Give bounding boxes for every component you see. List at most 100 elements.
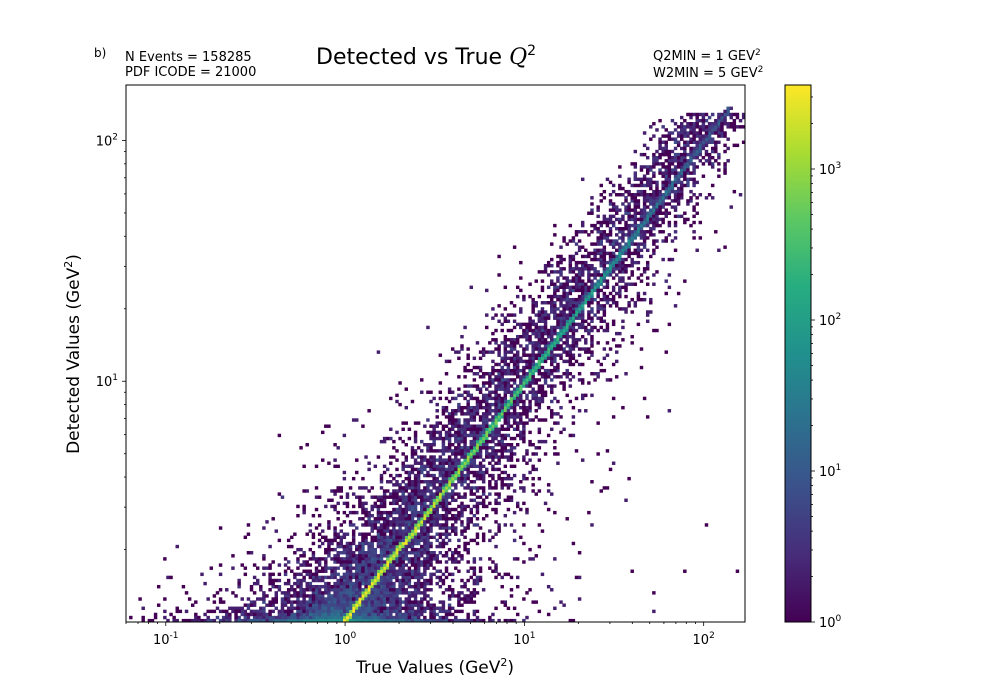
heatmap-cell [469,618,473,622]
heatmap-cell [472,455,477,459]
heatmap-cell [519,486,523,490]
heatmap-cell [519,288,523,293]
heatmap-cell [642,220,647,225]
heatmap-cell [531,476,535,481]
heatmap-cell [692,122,696,126]
heatmap-cell [475,439,480,444]
heatmap-cell [308,612,313,617]
heatmap-cell [441,603,446,607]
heatmap-cell [447,430,452,435]
heatmap-cell [423,510,427,515]
heatmap-cell [280,591,285,595]
heatmap-cell [339,486,344,490]
heatmap-cell [364,501,368,506]
heatmap-cell [429,455,433,459]
heatmap-cell [466,517,470,521]
heatmap-cell [438,575,443,580]
heatmap-cell [478,375,483,379]
heatmap-cell [311,588,316,592]
heatmap-cell [324,563,328,567]
heatmap-cell [426,480,430,484]
heatmap-cell [509,449,514,453]
heatmap-cell [661,140,665,144]
heatmap-cell [621,230,625,234]
heatmap-cell [389,396,393,401]
heatmap-cell [460,501,464,506]
heatmap-cell [633,174,638,178]
heatmap-cell [559,415,563,419]
heatmap-cell [580,381,585,385]
heatmap-cell [534,378,538,382]
heatmap-cell [410,507,415,512]
heatmap-cell [537,446,542,450]
heatmap-cell [577,239,582,243]
heatmap-cell [618,248,622,253]
heatmap-cell [503,344,508,348]
heatmap-cell [447,467,452,472]
heatmap-cell [475,409,480,413]
heatmap-cell [556,260,560,265]
heatmap-cell [348,597,353,601]
heatmap-cell [308,588,313,592]
heatmap-cell [491,473,495,478]
heatmap-cell [311,554,316,558]
heatmap-cell [398,381,402,385]
heatmap-cell [426,486,430,490]
heatmap-cell [652,199,656,203]
heatmap-cell [342,615,347,620]
heatmap-cell [299,584,303,589]
heatmap-cell [540,279,545,283]
heatmap-cell [602,356,607,361]
heatmap-cell [540,372,545,376]
heatmap-cell [491,424,495,428]
heatmap-cell [407,427,412,432]
heatmap-cell [336,464,340,469]
heatmap-cell [237,606,241,611]
heatmap-cell [512,362,517,367]
heatmap-cell [367,578,371,583]
heatmap-cell [330,588,334,592]
heatmap-cell [358,557,362,561]
heatmap-cell [404,578,408,583]
heatmap-cell [407,551,412,555]
heatmap-cell [522,359,526,364]
heatmap-cell [485,433,489,438]
heatmap-cell [497,405,501,410]
heatmap-cell [389,594,393,598]
heatmap-cell [457,436,461,441]
heatmap-cell [351,581,356,586]
heatmap-cell [438,551,443,555]
heatmap-cell [543,267,548,271]
heatmap-cell [382,594,387,598]
heatmap-cell [611,288,616,293]
heatmap-cell [636,211,641,215]
heatmap-cell [494,566,498,570]
heatmap-cell [636,202,641,206]
heatmap-cell [587,356,591,361]
heatmap-cell [333,538,337,543]
heatmap-cell [509,396,514,401]
heatmap-cell [441,449,446,453]
heatmap-cell [689,196,693,200]
heatmap-cell [630,282,634,286]
heatmap-cell [630,242,634,246]
heatmap-cell [240,597,244,601]
heatmap-cell [630,251,634,256]
heatmap-cell [618,260,622,265]
heatmap-cell [509,384,514,388]
heatmap-cell [500,399,504,404]
heatmap-cell [630,334,634,339]
heatmap-cell [370,612,374,617]
heatmap-cell [485,436,489,441]
heatmap-cell [670,180,675,185]
heatmap-cell [441,495,446,499]
heatmap-cell [599,248,603,253]
heatmap-cell [577,304,582,308]
heatmap-cell [475,433,480,438]
heatmap-cell [605,223,610,228]
heatmap-cell [420,612,424,617]
heatmap-cell [686,162,690,166]
heatmap-cell [497,412,501,416]
heatmap-cell [401,427,405,432]
heatmap-cell [379,597,384,601]
